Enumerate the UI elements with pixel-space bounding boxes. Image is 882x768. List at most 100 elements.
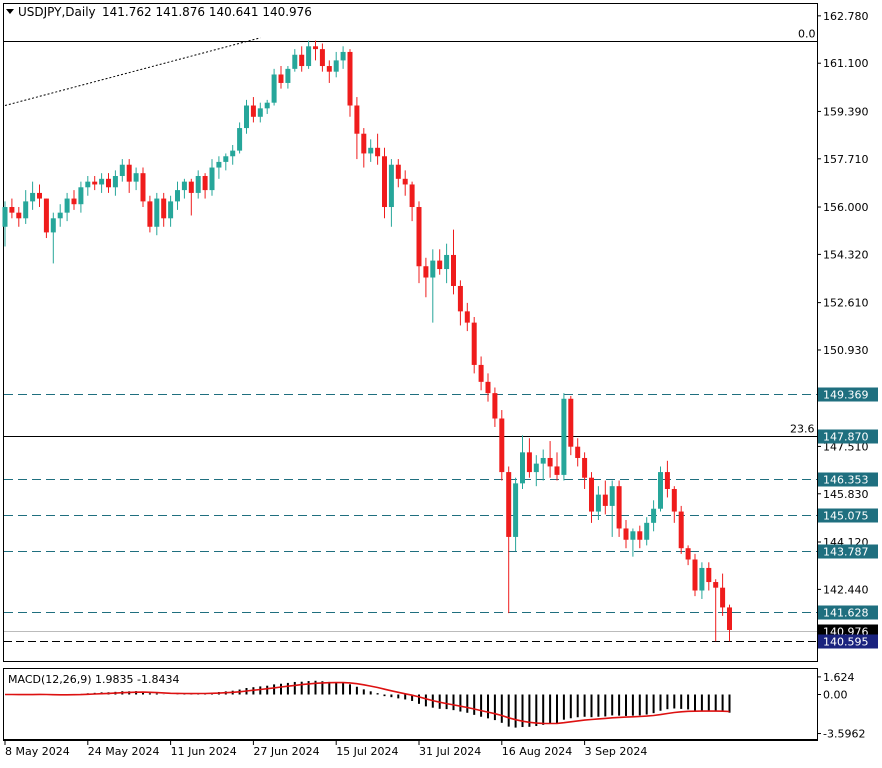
candle-body	[595, 494, 601, 512]
candle-body	[699, 567, 705, 591]
candle-body	[423, 266, 429, 278]
time-tick-label: 11 Jun 2024	[171, 745, 237, 758]
candle-body	[471, 322, 477, 365]
candle-body	[278, 74, 284, 83]
candle-body	[713, 582, 719, 588]
price-tick-label: 147.510	[823, 440, 869, 453]
candle-body	[257, 108, 263, 117]
macd-tick-label: 1.624	[823, 671, 855, 684]
candle-body	[554, 466, 560, 475]
candle-body	[388, 164, 394, 208]
candle-body	[299, 54, 305, 67]
level-badge	[818, 387, 878, 402]
candle-body	[195, 176, 201, 193]
candle-body	[216, 161, 222, 168]
candle-body	[727, 607, 732, 630]
candle-body	[685, 548, 691, 560]
candle-body	[306, 46, 312, 67]
candle-body	[140, 173, 146, 202]
candle-body	[168, 201, 174, 219]
level-lines: 23.6 0.0	[4, 28, 817, 642]
price-axis: 162.780 161.100 159.390 157.710 156.000 154.3…	[817, 10, 869, 596]
price-tick-label: 145.830	[823, 488, 869, 501]
candle-body	[119, 164, 125, 177]
candle-body	[513, 483, 519, 537]
level-badge-label: 145.075	[823, 510, 869, 523]
price-tick-label: 156.000	[823, 201, 869, 214]
macd-title: MACD(12,26,9) 1.9835 -1.8434	[8, 673, 179, 686]
candle-body	[526, 452, 532, 473]
main-pane-frame	[3, 3, 818, 662]
candle-body	[720, 587, 726, 608]
candle-body	[382, 156, 387, 208]
candle-body	[50, 218, 56, 233]
candle-body	[30, 192, 36, 202]
price-tick-label: 161.100	[823, 57, 869, 70]
candle-body	[492, 393, 498, 419]
level-badge	[818, 429, 878, 444]
candle-body	[209, 167, 215, 191]
candle-body	[37, 192, 42, 199]
macd-signal-line	[5, 681, 730, 725]
symbol-dropdown-icon[interactable]	[6, 9, 14, 14]
candle-body	[43, 198, 49, 233]
candle-body	[57, 212, 63, 219]
candle-body	[147, 201, 153, 227]
candle-body	[582, 457, 588, 478]
level-badge	[818, 605, 878, 620]
candle-body	[106, 178, 111, 188]
time-tick-label: 31 Jul 2024	[419, 745, 481, 758]
candle-body	[658, 472, 663, 509]
candle-body	[78, 187, 84, 205]
macd-group: MACD(12,26,9) 1.9835 -1.8434 1.624 0.00 -3.…	[5, 671, 865, 741]
level-badge	[818, 508, 878, 523]
candle-body	[271, 74, 277, 103]
candle-body	[326, 66, 332, 72]
candle-body	[409, 184, 415, 208]
time-tick-label: 8 May 2024	[5, 745, 70, 758]
candle-body	[692, 559, 698, 591]
macd-tick-label: 0.00	[823, 689, 848, 702]
candle-body	[671, 488, 677, 512]
candle-body	[16, 212, 22, 219]
candle-body	[181, 181, 187, 191]
time-tick-label: 3 Sep 2024	[585, 745, 648, 758]
candle-body	[9, 207, 15, 213]
level-badge-label: 147.870	[823, 431, 869, 444]
candle-body	[540, 457, 546, 464]
candle-body	[237, 128, 243, 151]
level-badge	[818, 472, 878, 487]
candle-body	[630, 531, 636, 540]
trendline	[4, 37, 261, 106]
candle-body	[285, 68, 291, 83]
candle-body	[154, 198, 160, 227]
candle-body	[416, 207, 422, 267]
candle-body	[602, 494, 608, 506]
candle-body	[706, 567, 712, 583]
candle-body	[478, 364, 484, 382]
candle-body	[437, 260, 443, 270]
candle-body	[99, 178, 105, 185]
time-tick-label: 15 Jul 2024	[336, 745, 398, 758]
candle-body	[375, 147, 381, 157]
candle-body	[244, 105, 249, 129]
price-tick-label: 159.390	[823, 105, 869, 118]
candle-body	[202, 176, 208, 191]
candles-group	[2, 40, 732, 642]
price-tick-label: 150.930	[823, 344, 869, 357]
level-badge-label: 146.353	[823, 474, 869, 487]
candle-body	[230, 150, 236, 157]
low-price-label: 140.595	[823, 636, 869, 649]
low-price-badge	[818, 634, 878, 649]
candle-body	[85, 181, 91, 188]
price-tick-label: 152.610	[823, 297, 869, 310]
price-tick-label: 162.780	[823, 10, 869, 23]
level-badge-label: 141.628	[823, 607, 869, 620]
candle-body	[520, 452, 525, 484]
candle-body	[319, 49, 325, 67]
candle-body	[92, 181, 98, 185]
candle-body	[616, 486, 622, 529]
candle-body	[589, 477, 594, 512]
candle-body	[637, 531, 643, 540]
